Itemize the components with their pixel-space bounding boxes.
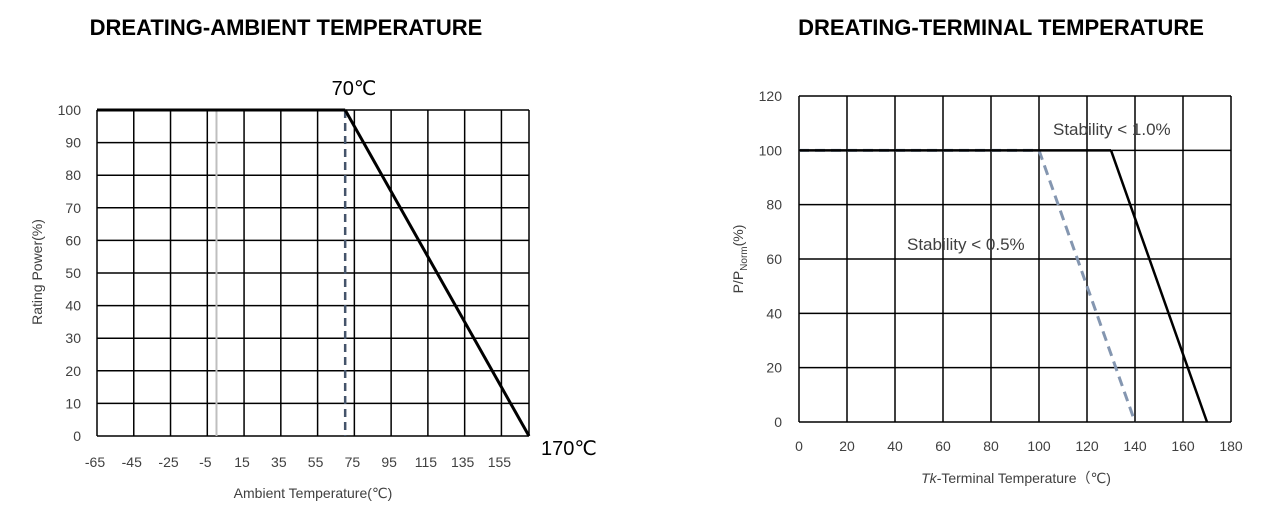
y-tick-label: 40 [65,298,81,314]
y-tick-label: 90 [65,135,81,151]
y-axis-label: Rating Power(%) [29,219,45,325]
y-tick-label: 70 [65,200,81,216]
y-tick-label: 20 [766,360,782,376]
x-tick-label: 60 [935,438,951,454]
y-axis-label-unit: (%) [730,225,746,247]
x-tick-labels: 0 20 40 60 80 100 120 140 160 180 [795,438,1243,454]
x-tick-label: 40 [887,438,903,454]
y-tick-labels: 0 20 40 60 80 100 120 [759,88,783,430]
series-line-stability-05 [1037,149,1137,423]
y-tick-label: 60 [65,232,81,248]
x-tick-label: 80 [983,438,999,454]
y-axis-label-base: P/P [730,271,746,294]
ambient-derating-chart: DREATING-AMBIENT TEMPERATURE 0 10 20 30 40 50… [29,15,597,501]
x-tick-label: 180 [1219,438,1243,454]
chart-title: DREATING-TERMINAL TEMPERATURE [798,15,1204,40]
grid [96,109,530,437]
x-axis-label: Tk-Terminal Temperature（℃) [921,470,1111,486]
y-tick-label: 10 [65,395,81,411]
y-tick-label: 100 [759,142,783,158]
y-tick-label: 20 [65,363,81,379]
annotation-70c: 70℃ [332,78,377,100]
x-tick-label: -5 [199,454,212,470]
series-line-stability-1 [1109,149,1209,423]
x-tick-label: -45 [122,454,142,470]
x-tick-label: 20 [839,438,855,454]
x-tick-label: 160 [1171,438,1195,454]
y-tick-label: 80 [65,167,81,183]
series-group [97,108,531,437]
reference-lines [215,110,347,436]
x-tick-label: 120 [1075,438,1099,454]
y-tick-label: 100 [58,102,82,118]
x-axis-label-rest: -Terminal Temperature（℃) [937,470,1111,486]
y-tick-label: 80 [766,197,782,213]
x-axis-label: Ambient Temperature(℃) [234,485,393,501]
x-tick-label: 140 [1123,438,1147,454]
x-axis-label-prefix: Tk [921,470,938,486]
x-tick-label: -25 [158,454,178,470]
grid [798,95,1232,423]
y-tick-labels: 0 10 20 30 40 50 60 70 80 90 100 [58,102,82,444]
x-tick-label: 115 [415,454,438,470]
x-tick-label: 55 [308,454,324,470]
y-tick-label: 50 [65,265,81,281]
x-tick-labels: -65 -45 -25 -5 15 35 55 75 95 115 135 155 [85,454,511,470]
terminal-derating-chart: DREATING-TERMINAL TEMPERATURE 0 20 40 60 80 1… [730,15,1243,486]
x-tick-label: 15 [234,454,250,470]
x-tick-label: -65 [85,454,105,470]
y-tick-label: 60 [766,251,782,267]
y-tick-label: 30 [65,330,81,346]
y-axis-label: P/PNorm(%) [730,225,750,294]
y-axis-label-subscript: Norm [739,246,750,270]
y-tick-label: 0 [774,414,782,430]
y-tick-label: 0 [73,428,81,444]
series-group [799,148,1209,423]
x-tick-label: 0 [795,438,803,454]
y-tick-label: 120 [759,88,783,104]
x-tick-label: 75 [345,454,361,470]
x-tick-label: 155 [488,454,512,470]
annotation-stability-1: Stability < 1.0% [1053,120,1171,139]
series-line-segment [343,109,531,437]
x-tick-label: 135 [451,454,475,470]
y-tick-label: 40 [766,305,782,321]
chart-title: DREATING-AMBIENT TEMPERATURE [90,15,483,40]
x-tick-label: 100 [1027,438,1051,454]
x-tick-label: 35 [271,454,287,470]
x-tick-label: 95 [381,454,397,470]
annotation-170c: 170℃ [541,438,597,460]
annotation-stability-05: Stability < 0.5% [907,235,1025,254]
